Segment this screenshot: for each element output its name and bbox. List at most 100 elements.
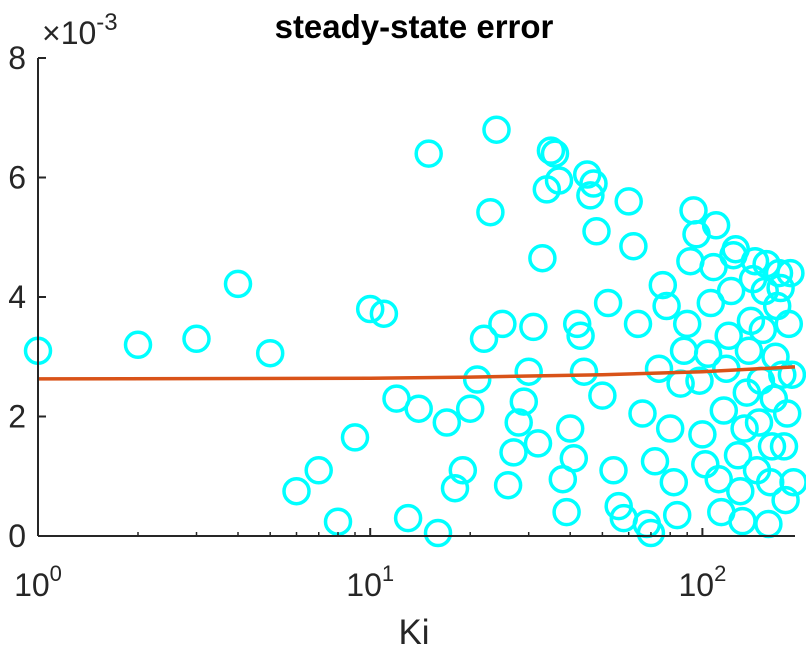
- scatter-point-70: [679, 196, 708, 225]
- y-ticks: 0 2 4 6 8: [8, 40, 46, 554]
- scatter-point-104: [757, 432, 787, 461]
- y-multiplier-label: ×10-3: [42, 9, 118, 51]
- y-tick-label-4: 8: [8, 40, 26, 76]
- scatter-point-41: [562, 309, 592, 339]
- scatter-point-55: [623, 309, 653, 339]
- fit-line: [37, 365, 796, 381]
- scatter-point-89: [728, 506, 757, 536]
- scatter-point-46: [579, 169, 608, 198]
- scatter-point-53: [614, 187, 643, 216]
- scatter-point-111: [769, 432, 799, 461]
- scatter-point-83: [714, 321, 743, 351]
- scatter-point-8: [340, 423, 370, 452]
- chart-title: steady-state error: [275, 8, 554, 45]
- scatter-point-9: [355, 294, 385, 324]
- scatter-point-63: [655, 414, 685, 443]
- scatter-point-78: [701, 211, 731, 240]
- x-tick-label-0: 100: [14, 561, 62, 603]
- scatter-point-113: [772, 399, 802, 428]
- y-tick-label-0: 0: [8, 518, 26, 554]
- scatter-point-4: [255, 338, 285, 368]
- x-tick-exp-0: 0: [50, 561, 62, 586]
- x-tick-base-0: 10: [14, 567, 50, 603]
- scatter-point-95: [740, 246, 770, 276]
- scatter-point-28: [509, 387, 539, 416]
- scatter-point-22: [476, 197, 505, 227]
- scatter-point-15: [423, 518, 453, 548]
- scatter-point-16: [432, 408, 462, 437]
- scatter-point-36: [544, 166, 574, 195]
- scatter-point-102: [754, 509, 783, 539]
- scatter-markers: [23, 115, 806, 548]
- y-tick-label-2: 4: [8, 279, 26, 315]
- scatter-point-109: [766, 273, 795, 303]
- scatter-point-54: [619, 231, 648, 261]
- x-tick-label-1: 101: [346, 561, 394, 603]
- x-tick-base-2: 10: [678, 567, 714, 603]
- scatter-point-25: [493, 470, 523, 500]
- scatter-point-81: [709, 396, 739, 425]
- scatter-point-1: [123, 330, 153, 360]
- scatter-point-64: [659, 467, 689, 497]
- scatter-point-35: [540, 139, 570, 168]
- x-tick-exp-1: 1: [382, 561, 394, 586]
- scatter-point-72: [685, 366, 714, 395]
- scatter-point-10: [369, 299, 399, 328]
- scatter-point-19: [455, 394, 485, 423]
- scatter-point-23: [482, 115, 511, 144]
- scatter-point-30: [519, 312, 548, 342]
- y-multiplier-exponent: -3: [96, 9, 117, 36]
- scatter-point-116: [777, 360, 806, 389]
- scatter-point-68: [672, 309, 702, 339]
- scatter-point-49: [593, 288, 623, 318]
- scatter-point-47: [582, 217, 611, 246]
- x-tick-exp-2: 2: [714, 561, 726, 586]
- scatter-point-31: [523, 429, 553, 458]
- scatter-point-92: [734, 336, 764, 366]
- scatter-point-59: [640, 447, 670, 476]
- scatter-point-20: [462, 365, 492, 394]
- scatter-point-17: [440, 473, 470, 503]
- scatter-point-40: [559, 444, 589, 473]
- x-tick-label-2: 102: [678, 561, 726, 603]
- scatter-point-45: [576, 181, 605, 210]
- scatter-point-69: [676, 246, 705, 276]
- scatter-point-65: [662, 500, 692, 530]
- scatter-point-67: [669, 336, 699, 366]
- scatter-point-76: [696, 288, 726, 318]
- scatter-point-5: [282, 476, 311, 506]
- scatter-point-61: [648, 270, 678, 300]
- y-tick-label-1: 2: [8, 399, 26, 435]
- scatter-point-32: [528, 243, 557, 273]
- scatter-point-48: [588, 381, 617, 410]
- scatter-point-2: [182, 324, 211, 354]
- scatter-point-99: [748, 315, 778, 345]
- scatter-point-6: [304, 456, 333, 485]
- scatter-point-88: [726, 476, 755, 506]
- x-axis-label: Ki: [398, 613, 429, 652]
- scatter-point-18: [448, 456, 478, 485]
- scatter-point-26: [499, 438, 528, 467]
- scatter-point-13: [404, 394, 433, 423]
- scatter-point-114: [774, 309, 804, 339]
- scatter-point-108: [764, 258, 794, 288]
- scatter-point-58: [636, 518, 666, 548]
- scatter-point-115: [776, 258, 805, 288]
- scatter-point-29: [514, 357, 543, 386]
- y-tick-label-3: 6: [8, 160, 26, 196]
- scatter-point-12: [393, 503, 423, 533]
- scatter-point-117: [779, 467, 806, 497]
- scatter-point-110: [768, 360, 797, 389]
- scatter-point-24: [488, 309, 517, 339]
- scatter-point-87: [723, 441, 753, 470]
- scatter-point-7: [323, 507, 353, 536]
- scatter-point-21: [469, 324, 499, 354]
- scatter-point-112: [771, 485, 800, 515]
- scatter-point-90: [730, 414, 759, 443]
- scatter-point-39: [555, 414, 585, 443]
- scatter-point-14: [414, 139, 443, 168]
- scatter-point-97: [744, 408, 774, 437]
- scatter-point-42: [566, 321, 595, 351]
- scatter-point-34: [536, 136, 566, 165]
